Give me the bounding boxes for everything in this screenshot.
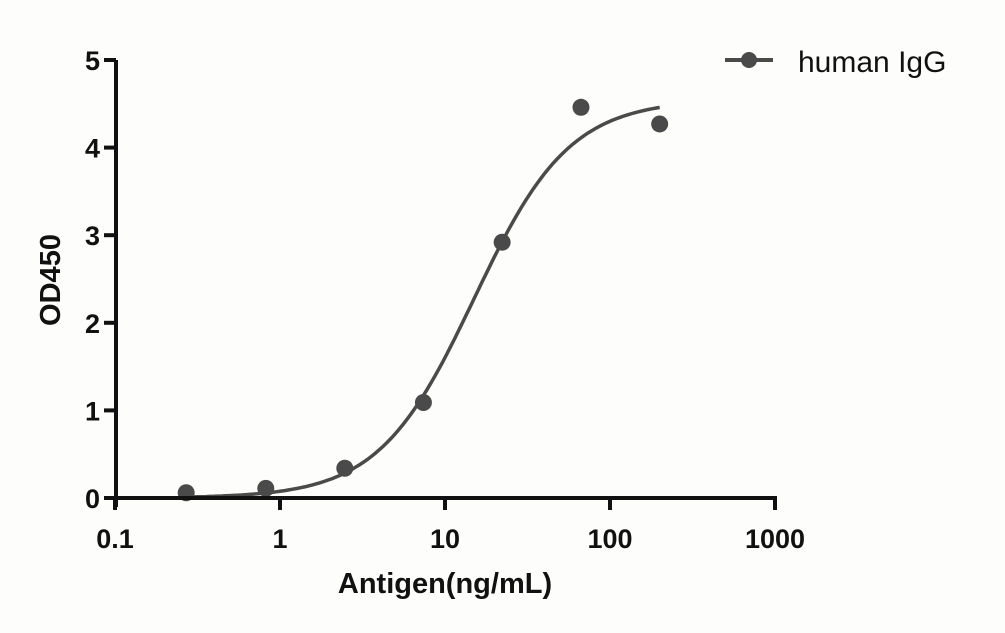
x-tick-label: 1000 [745,524,805,554]
x-tick-label: 10 [430,524,460,554]
y-tick-label: 5 [85,46,100,76]
y-axis: 0 1 2 3 4 5 [85,46,118,514]
legend-marker-icon [741,52,757,68]
x-tick-label: 100 [587,524,632,554]
x-tick-label: 0.1 [96,524,134,554]
fit-curve [186,105,661,499]
data-point [336,459,354,477]
x-axis: 0.1 1 10 100 1000 [96,496,805,554]
data-point [257,479,275,497]
plot-area [177,98,669,502]
data-point [493,233,511,251]
y-axis-title: OD450 [35,234,67,326]
y-tick-label: 3 [85,221,100,251]
legend: human IgG [725,46,946,79]
legend-label: human IgG [798,46,946,79]
y-tick-label: 4 [85,134,100,164]
data-points [177,98,669,502]
data-point [414,394,432,412]
x-axis-title: Antigen(ng/mL) [338,568,552,600]
data-point [651,115,669,133]
data-point [572,98,590,116]
y-tick-label: 2 [85,309,100,339]
y-tick-label: 1 [85,396,100,426]
x-tick-label: 1 [272,524,287,554]
y-tick-label: 0 [85,484,100,514]
